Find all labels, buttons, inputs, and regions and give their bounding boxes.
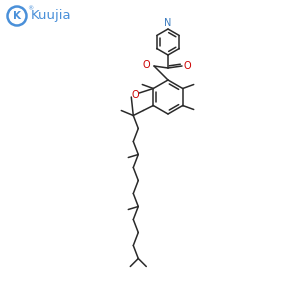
Text: ®: ® (28, 7, 34, 11)
Text: O: O (184, 61, 192, 71)
Text: O: O (142, 60, 150, 70)
Text: O: O (131, 90, 139, 100)
Text: Kuujia: Kuujia (31, 10, 72, 22)
Text: K: K (13, 11, 21, 21)
Text: N: N (164, 18, 172, 28)
